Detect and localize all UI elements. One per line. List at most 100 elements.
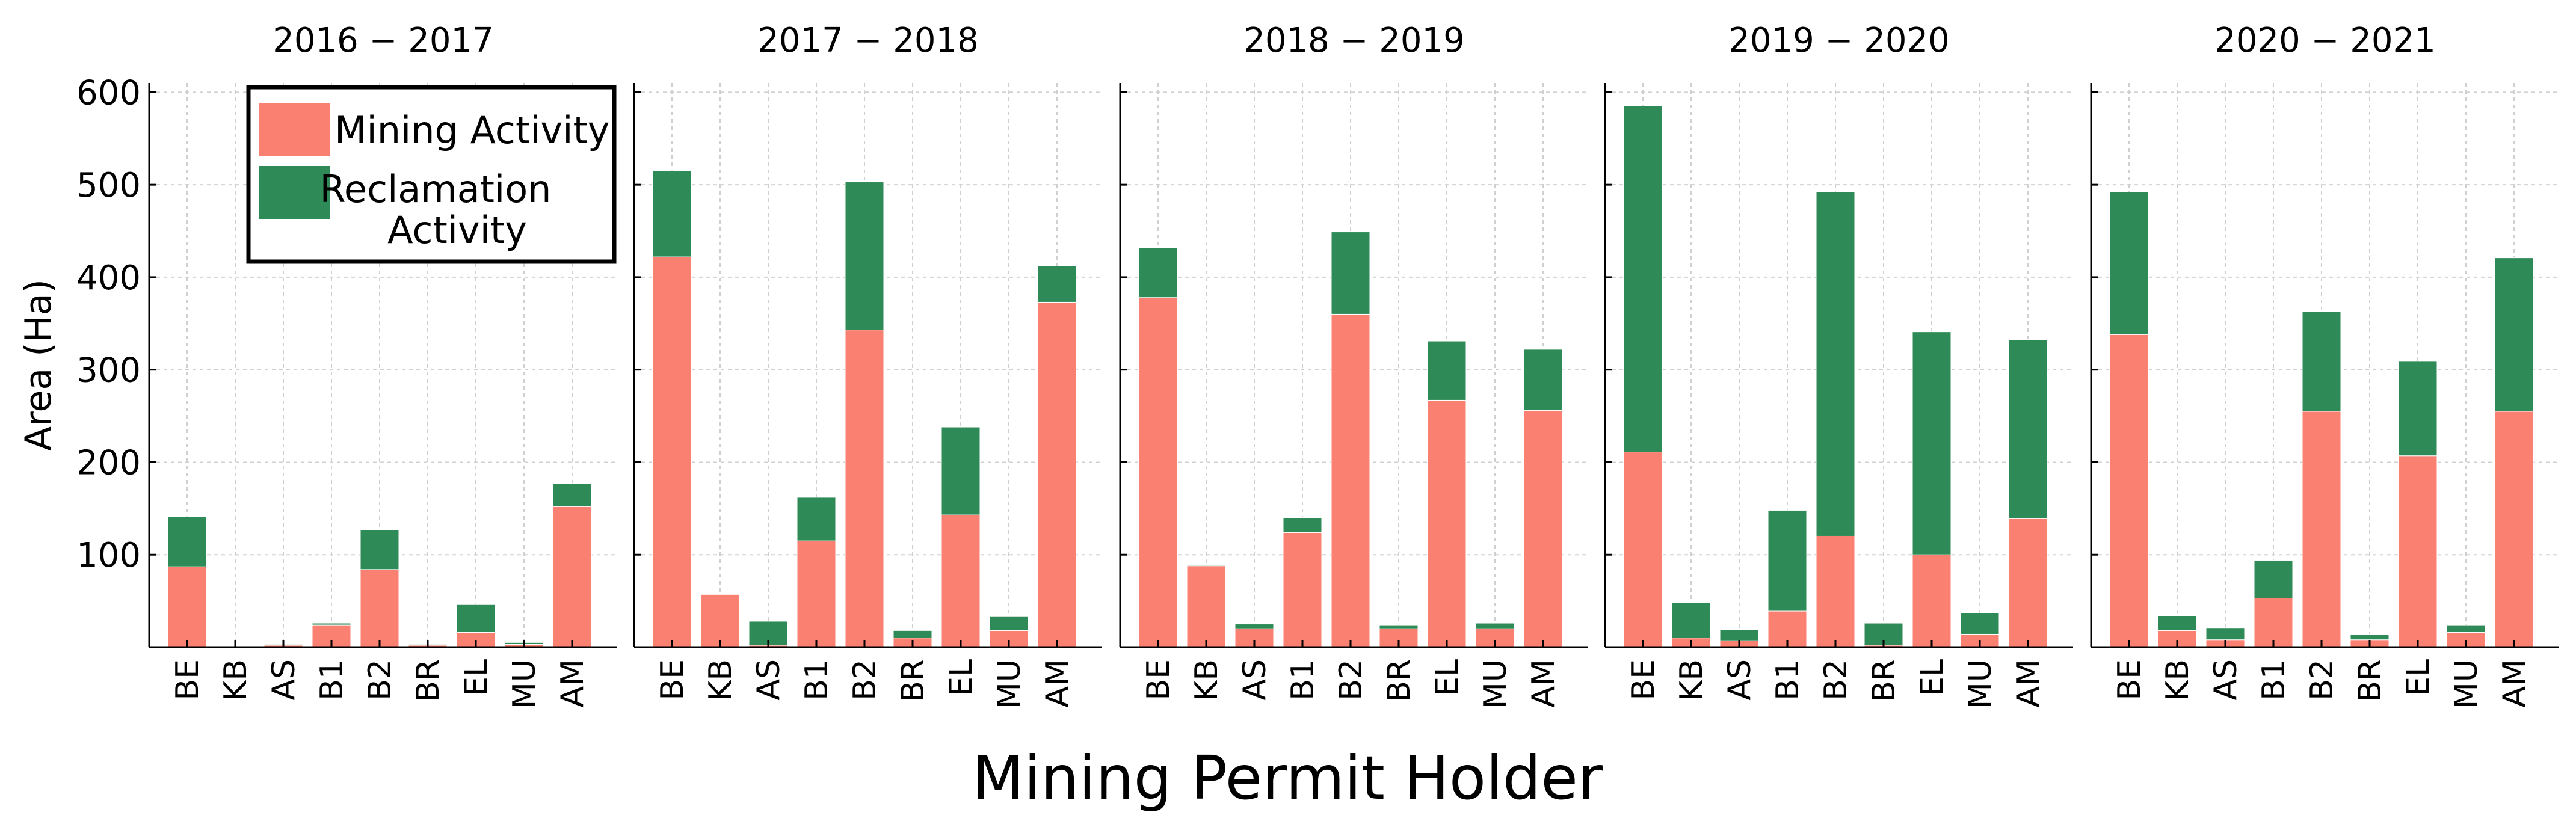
bar-reclamation-2-BR — [1379, 624, 1419, 629]
bar-reclamation-1-MU — [989, 616, 1029, 631]
bar-reclamation-3-B2 — [1816, 191, 1855, 536]
bar-reclamation-0-BE — [167, 516, 207, 567]
x-tick-label-2-B2: B2 — [1333, 659, 1369, 701]
x-tick-label-2-KB: KB — [1189, 659, 1225, 701]
x-tick-label-2-MU: MU — [1478, 659, 1514, 709]
panel-title-0: 2016 − 2017 — [273, 21, 494, 60]
x-tick-label-3-KB: KB — [1674, 659, 1710, 701]
x-tick-label-3-AS: AS — [1722, 659, 1758, 701]
x-tick-label-1-BR: BR — [895, 659, 931, 702]
legend-swatch-reclamation — [259, 166, 330, 219]
bar-mining-2-BE — [1138, 297, 1178, 648]
x-tick-label-3-EL: EL — [1914, 659, 1950, 696]
legend-label-reclamation-line1: Reclamation — [320, 167, 552, 211]
bar-reclamation-3-BE — [1623, 105, 1663, 453]
x-tick-label-1-B2: B2 — [847, 659, 883, 701]
x-tick-label-1-AM: AM — [1040, 659, 1076, 707]
x-tick-label-4-KB: KB — [2160, 659, 2196, 701]
x-tick-label-0-AS: AS — [266, 659, 302, 701]
x-tick-label-4-BE: BE — [2112, 659, 2148, 701]
legend-swatch-mining — [259, 103, 330, 156]
bar-reclamation-4-BR — [2350, 633, 2390, 641]
y-tick-label-3: 400 — [76, 259, 141, 298]
bar-mining-2-B1 — [1283, 532, 1322, 648]
bar-reclamation-4-KB — [2157, 615, 2197, 631]
x-tick-label-1-B1: B1 — [799, 659, 835, 701]
bar-mining-3-AM — [2008, 518, 2048, 648]
bar-reclamation-3-B1 — [1767, 509, 1807, 612]
bar-mining-2-EL — [1427, 399, 1467, 648]
x-tick-label-4-B2: B2 — [2304, 659, 2340, 701]
x-tick-label-3-MU: MU — [1962, 659, 1998, 709]
bar-reclamation-3-AS — [1719, 629, 1759, 641]
x-tick-label-2-EL: EL — [1429, 659, 1465, 696]
x-tick-label-0-B2: B2 — [362, 659, 398, 701]
x-tick-label-1-MU: MU — [991, 659, 1028, 709]
bar-mining-2-B2 — [1331, 313, 1370, 648]
y-tick-label-0: 100 — [76, 536, 141, 575]
bar-reclamation-0-AM — [552, 483, 592, 507]
bar-mining-3-B2 — [1816, 535, 1855, 648]
bar-reclamation-4-AS — [2205, 627, 2245, 641]
x-tick-label-4-EL: EL — [2400, 659, 2436, 696]
bar-reclamation-4-B1 — [2254, 559, 2293, 599]
bar-mining-1-AM — [1037, 301, 1077, 648]
bar-mining-4-B2 — [2302, 411, 2341, 648]
x-tick-label-0-AM: AM — [555, 659, 591, 707]
x-tick-label-1-AS: AS — [751, 659, 787, 701]
bar-mining-1-B1 — [797, 540, 836, 648]
x-tick-label-2-B1: B1 — [1285, 659, 1321, 701]
panel-title-4: 2020 − 2021 — [2214, 21, 2436, 60]
x-tick-label-4-AS: AS — [2208, 659, 2244, 701]
panel-title-3: 2019 − 2020 — [1728, 21, 1950, 60]
bar-reclamation-3-EL — [1912, 331, 1952, 555]
x-tick-label-0-EL: EL — [458, 659, 495, 696]
x-tick-label-2-AM: AM — [1526, 659, 1562, 707]
x-axis-label: Mining Permit Holder — [972, 743, 1603, 813]
bar-reclamation-4-B2 — [2302, 311, 2341, 412]
bar-mining-3-EL — [1912, 554, 1952, 648]
x-tick-label-0-B1: B1 — [314, 659, 350, 701]
bar-mining-4-AM — [2494, 411, 2534, 648]
y-axis-label: Area (Ha) — [17, 279, 60, 451]
bar-reclamation-4-EL — [2398, 361, 2438, 456]
x-tick-label-0-BR: BR — [410, 659, 446, 702]
bar-mining-1-KB — [700, 594, 740, 648]
y-tick-label-5: 600 — [76, 73, 141, 112]
bar-reclamation-2-KB — [1186, 564, 1226, 567]
bar-reclamation-4-BE — [2109, 191, 2149, 335]
bar-mining-1-B2 — [845, 330, 884, 648]
panel-title-1: 2017 − 2018 — [757, 21, 979, 60]
x-tick-label-1-KB: KB — [703, 659, 739, 701]
bar-reclamation-2-AM — [1523, 349, 1563, 411]
bar-mining-2-AM — [1523, 410, 1563, 648]
legend-label-mining: Mining Activity — [334, 108, 609, 152]
x-tick-label-2-BR: BR — [1381, 659, 1417, 702]
bar-reclamation-3-AM — [2008, 339, 2048, 519]
x-tick-label-0-MU: MU — [507, 659, 543, 709]
x-tick-label-1-BE: BE — [655, 659, 691, 701]
legend-label-reclamation-line2: Activity — [387, 208, 527, 252]
bar-reclamation-3-MU — [1960, 612, 2000, 635]
bar-reclamation-1-BR — [893, 630, 932, 639]
x-tick-label-3-B2: B2 — [1818, 659, 1854, 701]
bar-reclamation-1-AM — [1037, 265, 1077, 303]
y-tick-label-1: 200 — [76, 443, 141, 482]
bar-reclamation-2-BE — [1138, 247, 1178, 298]
x-tick-label-2-AS: AS — [1237, 659, 1273, 701]
bar-mining-4-EL — [2398, 455, 2438, 648]
x-tick-label-4-BR: BR — [2352, 659, 2388, 702]
bar-mining-3-BE — [1623, 452, 1663, 648]
x-tick-label-3-BR: BR — [1866, 659, 1902, 702]
bar-reclamation-2-MU — [1475, 622, 1515, 629]
bar-reclamation-1-B1 — [797, 497, 836, 541]
x-tick-label-4-AM: AM — [2497, 659, 2533, 707]
bar-reclamation-0-EL — [456, 604, 496, 633]
y-tick-label-2: 300 — [76, 351, 141, 390]
bar-mining-1-EL — [941, 514, 981, 648]
x-tick-label-1-EL: EL — [943, 659, 979, 696]
bar-reclamation-1-B2 — [845, 182, 884, 331]
y-tick-label-4: 500 — [76, 166, 141, 205]
bar-reclamation-2-AS — [1234, 624, 1274, 629]
x-tick-label-3-AM: AM — [2011, 659, 2047, 707]
